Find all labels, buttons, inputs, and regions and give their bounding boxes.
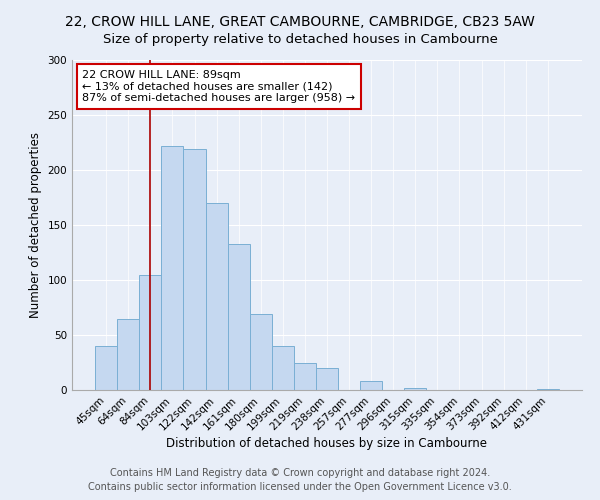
Bar <box>117 318 139 390</box>
Bar <box>360 381 382 390</box>
Bar <box>404 388 427 390</box>
Bar <box>250 314 272 390</box>
Bar <box>294 362 316 390</box>
Bar <box>95 346 117 390</box>
Bar <box>184 149 206 390</box>
Bar <box>227 244 250 390</box>
Text: Size of property relative to detached houses in Cambourne: Size of property relative to detached ho… <box>103 32 497 46</box>
Bar <box>161 146 184 390</box>
Bar <box>272 346 294 390</box>
Bar <box>537 389 559 390</box>
Text: Contains HM Land Registry data © Crown copyright and database right 2024.
Contai: Contains HM Land Registry data © Crown c… <box>88 468 512 492</box>
Text: 22 CROW HILL LANE: 89sqm
← 13% of detached houses are smaller (142)
87% of semi-: 22 CROW HILL LANE: 89sqm ← 13% of detach… <box>82 70 355 103</box>
X-axis label: Distribution of detached houses by size in Cambourne: Distribution of detached houses by size … <box>167 438 487 450</box>
Y-axis label: Number of detached properties: Number of detached properties <box>29 132 42 318</box>
Bar <box>316 368 338 390</box>
Text: 22, CROW HILL LANE, GREAT CAMBOURNE, CAMBRIDGE, CB23 5AW: 22, CROW HILL LANE, GREAT CAMBOURNE, CAM… <box>65 15 535 29</box>
Bar <box>206 203 227 390</box>
Bar <box>139 274 161 390</box>
